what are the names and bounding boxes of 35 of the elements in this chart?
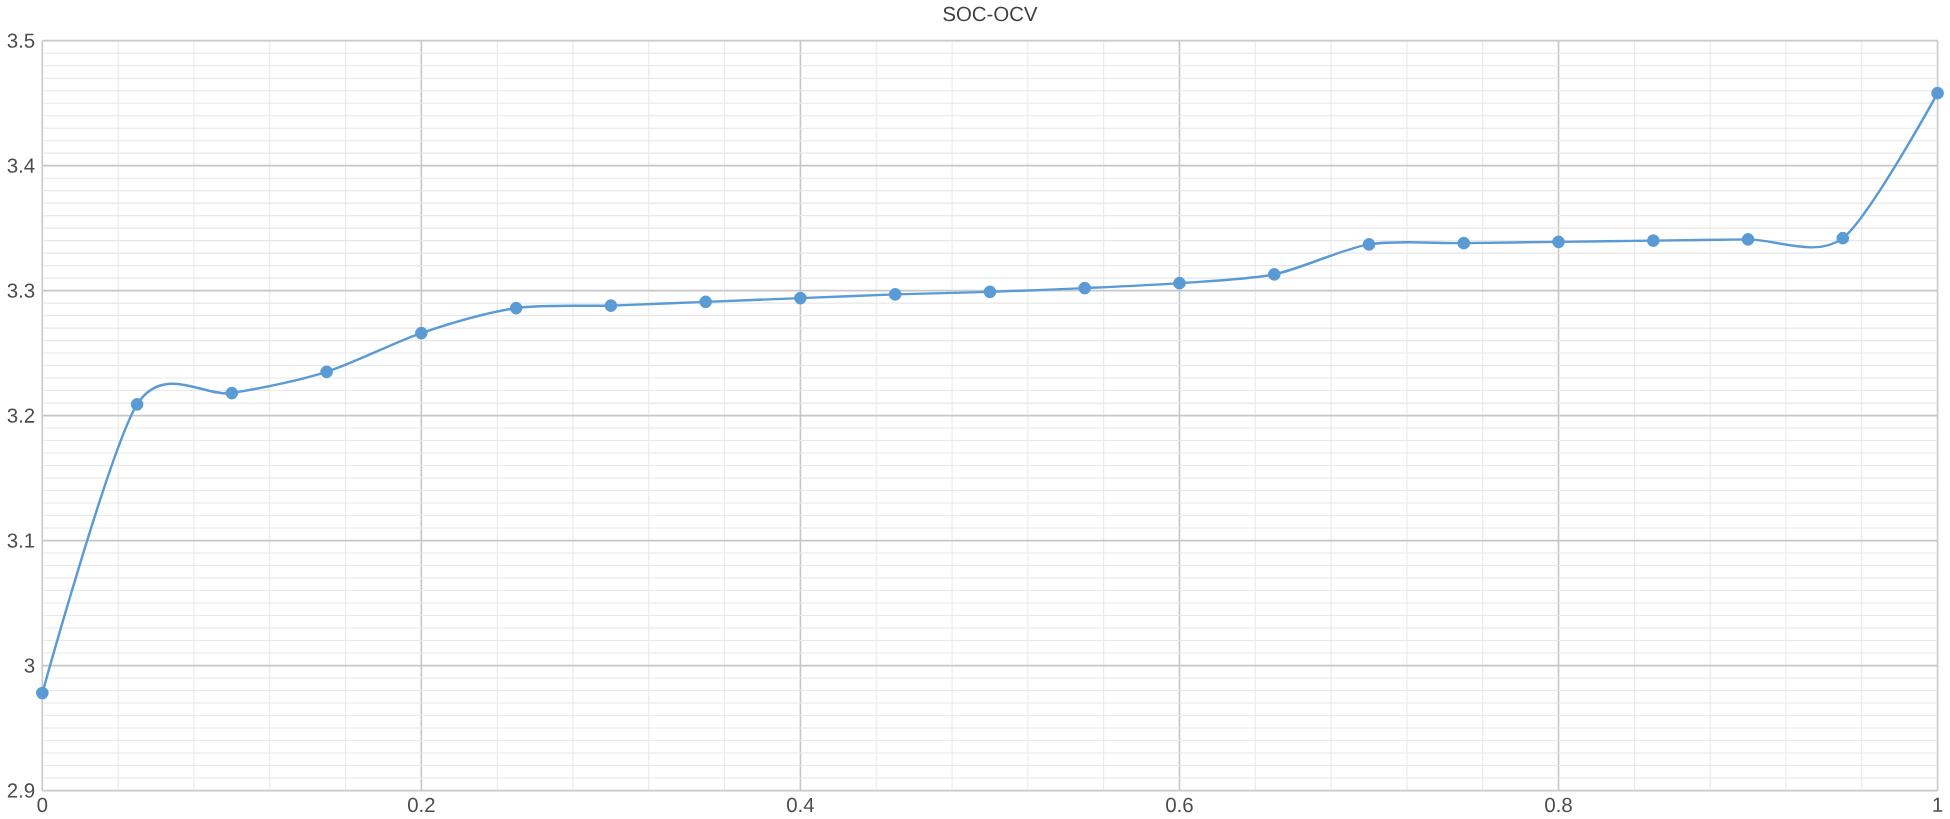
point bbox=[1078, 281, 1092, 295]
point bbox=[1552, 235, 1565, 249]
x-tick-label: 0.2 bbox=[408, 797, 435, 813]
point bbox=[794, 291, 807, 305]
point bbox=[983, 285, 997, 299]
x-tick-label: 0 bbox=[37, 797, 48, 813]
point bbox=[1836, 231, 1850, 245]
point bbox=[130, 398, 144, 411]
chart-title: SOC-OCV bbox=[943, 6, 1038, 22]
point bbox=[1173, 276, 1186, 290]
x-tick-label: 0.6 bbox=[1166, 797, 1193, 813]
point bbox=[699, 295, 712, 309]
point bbox=[1931, 86, 1944, 100]
point bbox=[36, 686, 49, 700]
point bbox=[1457, 236, 1471, 250]
point bbox=[1362, 238, 1376, 251]
point bbox=[415, 326, 428, 340]
point bbox=[1741, 233, 1755, 246]
x-tick-label: 0.8 bbox=[1545, 797, 1572, 813]
point bbox=[888, 288, 902, 301]
y-tick-label: 3.2 bbox=[7, 408, 35, 423]
y-tick-label: 2.9 bbox=[7, 783, 35, 798]
point bbox=[1267, 268, 1281, 281]
point bbox=[1646, 234, 1660, 247]
point bbox=[604, 299, 618, 312]
x-tick-label: 1 bbox=[1933, 797, 1943, 812]
point bbox=[509, 301, 523, 315]
point bbox=[225, 386, 239, 400]
y-tick-label: 3.5 bbox=[7, 33, 35, 48]
y-tick-label: 3.1 bbox=[7, 533, 35, 548]
point bbox=[320, 365, 333, 379]
y-tick-label: 3 bbox=[24, 658, 35, 673]
y-tick-label: 3.4 bbox=[7, 158, 35, 173]
x-tick-label: 0.4 bbox=[787, 797, 814, 813]
y-tick-label: 3.3 bbox=[7, 283, 35, 298]
